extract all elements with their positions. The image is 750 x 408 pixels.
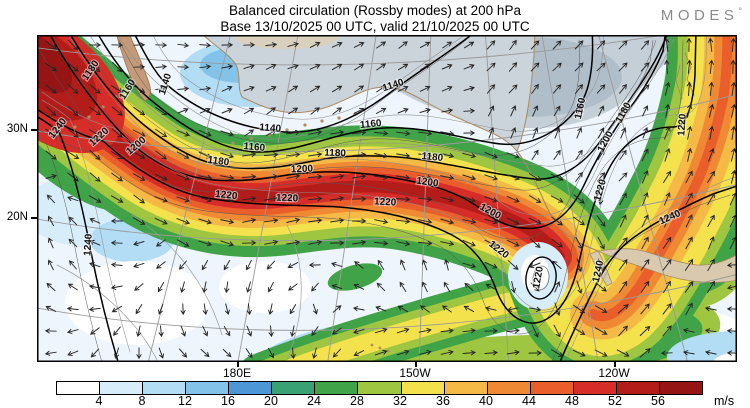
contour-label: 1220: [374, 196, 397, 208]
chart-title: Balanced circulation (Rossby modes) at 2…: [229, 3, 521, 18]
lat-label: 20N: [6, 211, 28, 223]
wind-vectors-layer: [44, 37, 737, 360]
colorbar-tick-label: 48: [565, 394, 579, 408]
map-frame: [37, 35, 737, 362]
lat-label: 30N: [6, 123, 28, 135]
colorbar-tick-label: 36: [436, 394, 450, 408]
colorbar-segment: [573, 382, 617, 394]
contour-label: 1200: [291, 164, 314, 176]
colorbar-tick-label: 4: [95, 394, 103, 408]
colorbar-tick-label: 8: [138, 394, 146, 408]
lon-tick: [237, 361, 239, 367]
contour-label: 1180: [207, 155, 230, 169]
contour-label: 1220: [676, 113, 689, 136]
contour-label: 1220: [276, 193, 299, 205]
colorbar-segment: [315, 382, 359, 394]
colorbar-segment: [530, 382, 574, 394]
contour-label: 1180: [324, 148, 347, 160]
colorbar-tick-label: 24: [307, 394, 321, 408]
contour-label: 1240: [82, 233, 95, 256]
colorbar-segment: [143, 382, 187, 394]
lat-tick: [31, 129, 37, 131]
contour-label: 1160: [359, 118, 382, 131]
lon-label: 180E: [222, 366, 252, 380]
colorbar-tick-label: 32: [393, 394, 407, 408]
colorbar-segment: [272, 382, 316, 394]
chart-title-block: Balanced circulation (Rossby modes) at 2…: [0, 3, 750, 34]
modes-logo: MODES°: [660, 6, 742, 24]
lon-label: 120W: [598, 366, 630, 380]
logo-degree-mark: °: [738, 6, 742, 16]
contour-label: 1200: [416, 176, 440, 190]
colorbar: [56, 381, 703, 395]
colorbar-segment: [487, 382, 531, 394]
colorbar-segment: [100, 382, 144, 394]
colorbar-segment: [616, 382, 660, 394]
colorbar-unit: m/s: [714, 394, 735, 408]
colorbar-segment: [358, 382, 402, 394]
colorbar-tick-label: 16: [221, 394, 235, 408]
colorbar-tick-label: 20: [264, 394, 278, 408]
lat-tick: [31, 217, 37, 219]
colorbar-tick-label: 12: [178, 394, 192, 408]
lon-tick: [415, 361, 417, 367]
colorbar-segment: [186, 382, 230, 394]
lon-label: 150W: [399, 366, 431, 380]
colorbar-tick-label: 52: [608, 394, 622, 408]
contour-label: 1180: [421, 151, 444, 164]
lon-tick: [614, 361, 616, 367]
colorbar-segment: [659, 382, 702, 394]
contour-label: 1220: [215, 189, 239, 202]
contour-lines-layer: [37, 35, 737, 362]
colorbar-tick-label: 44: [522, 394, 536, 408]
colorbar-segment: [401, 382, 445, 394]
colorbar-segment: [444, 382, 488, 394]
contour-label: 1140: [259, 122, 282, 135]
colorbar-tick-label: 28: [350, 394, 364, 408]
colorbar-segment: [57, 382, 101, 394]
chart-subtitle: Base 13/10/2025 00 UTC, valid 21/10/2025…: [220, 18, 530, 34]
colorbar-segment: [229, 382, 273, 394]
colorbar-tick-label: 40: [479, 394, 493, 408]
contour-label: 1160: [243, 141, 266, 154]
map-canvas: 1140 1140 1140 1160 1160 1160 1160 1180 1180 1180…: [37, 35, 737, 362]
colorbar-tick-label: 56: [651, 394, 665, 408]
contour-label: 1220: [531, 265, 546, 289]
